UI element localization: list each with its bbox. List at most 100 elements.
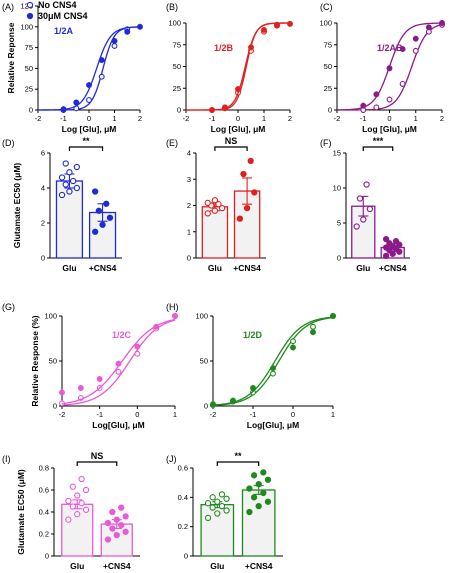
y-tick-label: 75 xyxy=(324,40,332,49)
panel-h: 0 50 100 -2 -1 0 1 Log[Glu], μM 1/2D xyxy=(195,312,336,430)
inset-label: 1/2A xyxy=(54,26,74,36)
y-axis-label: Glutamate EC50 (μM) xyxy=(16,469,26,555)
y-tick-label: 0 xyxy=(177,106,181,115)
x-category-label: +CNS4 xyxy=(89,263,117,273)
x-tick-label: -2 xyxy=(35,114,42,123)
data-point-glu xyxy=(204,199,211,207)
y-tick-label: 0.2 xyxy=(178,522,188,531)
data-point-filled xyxy=(115,360,122,367)
data-point-filled xyxy=(60,106,67,113)
data-point-glu xyxy=(211,207,219,214)
data-point-glu xyxy=(211,197,219,204)
data-point-filled xyxy=(250,385,256,391)
data-point-cns4 xyxy=(250,472,258,479)
data-point-filled xyxy=(209,107,215,113)
data-point-glu xyxy=(215,201,222,208)
data-point-filled xyxy=(73,99,80,106)
data-point-glu xyxy=(69,483,76,490)
data-point-cns4 xyxy=(113,516,120,523)
significance-bracket xyxy=(214,146,248,151)
data-point-glu xyxy=(363,181,370,188)
x-category-label: +CNS4 xyxy=(379,263,407,273)
data-point-filled xyxy=(270,365,276,372)
y-tick-label: 0 xyxy=(187,254,191,263)
data-point-cns4 xyxy=(246,485,253,492)
data-point-cns4 xyxy=(92,228,99,235)
x-axis-label: Log [Glu], μM xyxy=(62,124,117,134)
data-point-filled xyxy=(172,313,178,319)
y-tick-label: 0.6 xyxy=(39,486,49,495)
x-axis-label: Log[Glu], μM xyxy=(92,420,144,430)
data-point-open xyxy=(290,338,296,345)
x-tick-label: 0 xyxy=(236,114,240,123)
data-point-glu xyxy=(204,500,212,507)
x-tick-label: 1 xyxy=(173,410,177,419)
panel-a: 0 25 50 75 100 125 -2 -1 0 1 2 Log [Glu], μM Relativ… xyxy=(6,0,143,134)
data-point-cns4 xyxy=(106,214,114,221)
data-point-filled xyxy=(248,44,254,51)
data-point-open xyxy=(412,47,419,54)
data-point-open xyxy=(270,370,276,377)
data-point-cns4 xyxy=(255,480,262,488)
x-tick-label: 0 xyxy=(291,410,295,419)
panel-d: 0 2 4 6 Glutamate EC50 (μM) Glu +CNS4 ** xyxy=(12,136,122,273)
data-point-glu xyxy=(204,514,212,522)
inset-label: 1/2C xyxy=(112,330,132,340)
data-point-glu xyxy=(65,497,72,505)
panel-letter-g: (G) xyxy=(2,302,15,312)
data-point-cns4 xyxy=(386,240,393,247)
legend-label: No CNS4 xyxy=(38,0,77,10)
significance-bracket xyxy=(68,146,104,151)
y-tick-label: 50 xyxy=(324,62,332,71)
data-point-filled xyxy=(124,28,131,35)
data-point-cns4 xyxy=(382,235,390,243)
data-point-open xyxy=(134,350,141,357)
x-tick-label: -1 xyxy=(360,114,367,123)
data-point-open xyxy=(386,96,393,103)
y-tick-label: 0 xyxy=(45,552,49,561)
data-point-cns4 xyxy=(104,536,112,543)
y-tick-label: 0 xyxy=(328,106,332,115)
data-point-filled xyxy=(373,91,380,98)
data-point-cns4 xyxy=(122,528,129,535)
data-point-glu xyxy=(66,169,73,176)
data-point-glu xyxy=(209,504,216,511)
data-point-glu xyxy=(214,498,221,505)
panel-letter-d: (D) xyxy=(2,138,15,148)
x-tick-label: 0 xyxy=(387,114,391,123)
inset-label: 1/2D xyxy=(243,330,263,340)
data-point-cns4 xyxy=(118,504,125,511)
y-tick-label: 25 xyxy=(324,84,332,93)
panel-i: 0 0.2 0.4 0.6 0.8 Glutamate EC50 (μM) Glu +CNS4… xyxy=(16,451,140,571)
significance-label: ** xyxy=(234,451,242,461)
data-point-cns4 xyxy=(250,494,258,501)
x-category-label: Glu xyxy=(210,561,224,571)
data-point-cns4 xyxy=(264,476,272,483)
significance-bracket xyxy=(362,146,394,151)
y-tick-label: 0 xyxy=(53,402,57,411)
data-point-open xyxy=(98,73,105,80)
panel-letter-i: (I) xyxy=(2,454,11,464)
data-point-filled xyxy=(222,104,228,111)
y-tick-label: 75 xyxy=(25,43,33,52)
data-point-cns4 xyxy=(240,170,247,178)
data-point-glu xyxy=(58,191,66,199)
data-point-filled xyxy=(310,329,316,336)
panel-c: 0 25 50 75 100 -2 -1 0 1 2 Log [Glu], μM 1/2AB xyxy=(319,19,445,134)
fit-curve-filled xyxy=(38,26,141,111)
panel-letter-b: (B) xyxy=(166,2,178,12)
panel-j: 0 0.2 0.4 0.6 Glu +CNS4 ** xyxy=(178,451,283,571)
data-point-filled xyxy=(425,24,432,31)
data-point-cns4 xyxy=(260,469,267,476)
significance-label: NS xyxy=(91,451,104,461)
significance-bracket xyxy=(216,461,260,466)
panel-g: 0 50 100 -2 -1 0 1 Log[Glu], μM Relative Respons… xyxy=(30,312,178,430)
x-axis-label: Log [Glu], μM xyxy=(211,124,266,134)
data-point-filled xyxy=(235,86,241,93)
y-tick-label: 10 xyxy=(333,184,341,193)
y-tick-label: 5 xyxy=(337,219,341,228)
significance-label: ** xyxy=(82,136,90,146)
x-category-label: +CNS4 xyxy=(233,263,261,273)
data-point-filled xyxy=(111,37,118,44)
x-axis-label: Log [Glu], μM xyxy=(362,124,417,134)
